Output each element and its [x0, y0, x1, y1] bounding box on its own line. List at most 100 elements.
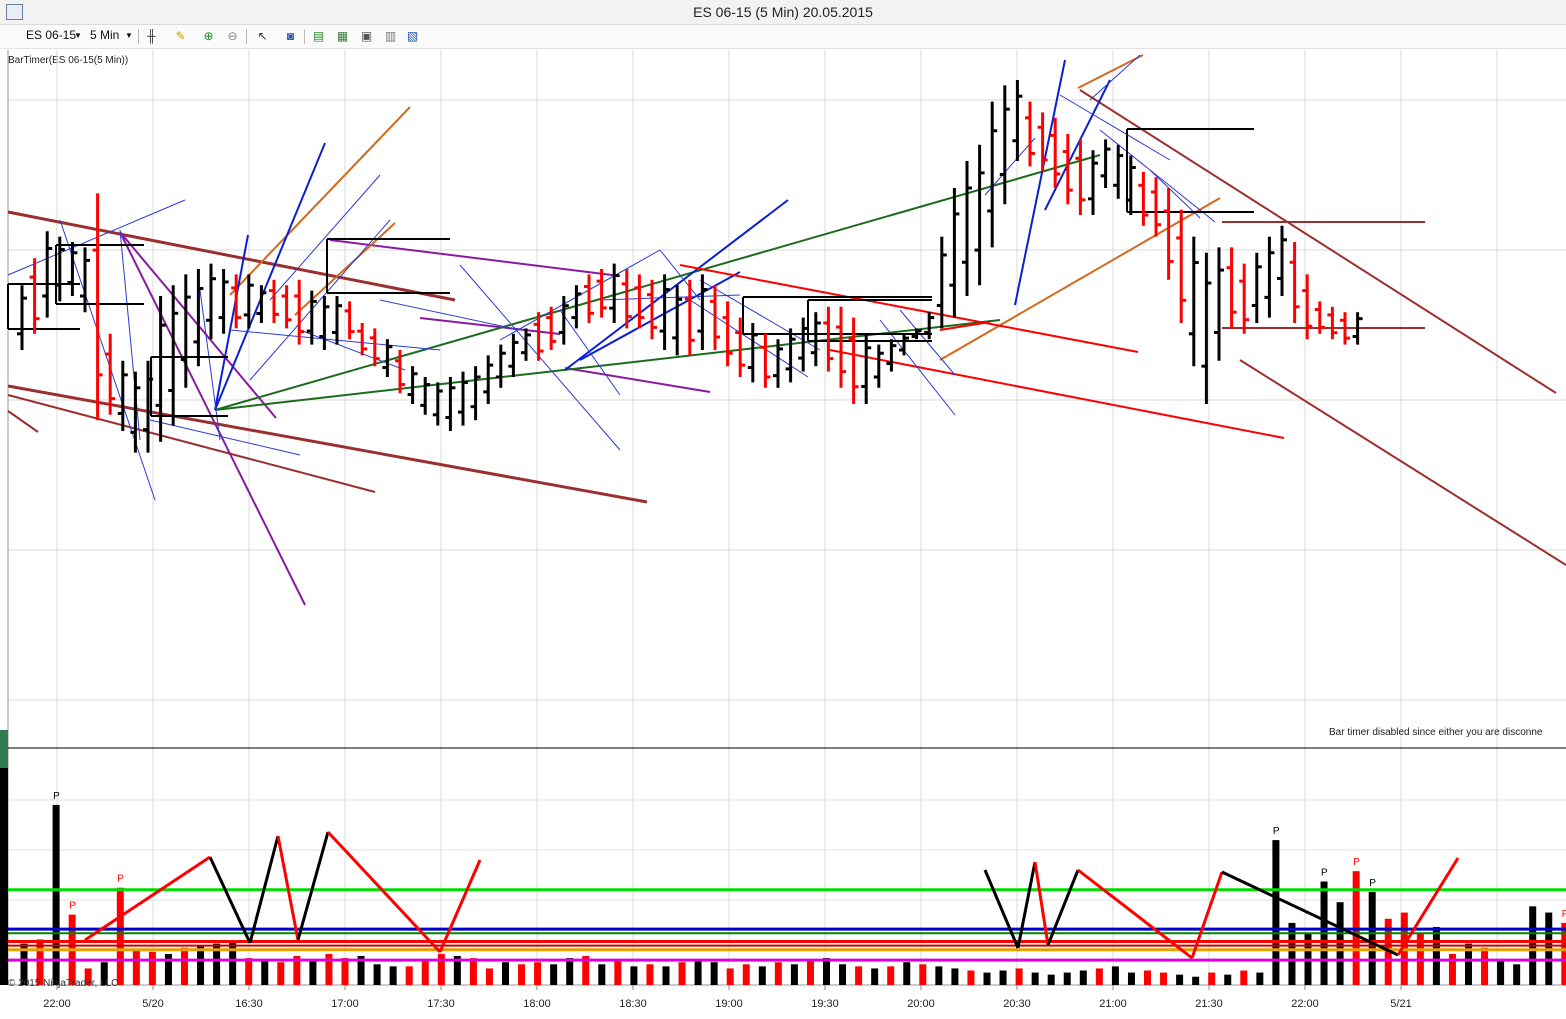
zigzag-segment: [84, 855, 211, 942]
pencil-icon[interactable]: ✎: [175, 29, 186, 43]
time-axis-label: 20:30: [1003, 998, 1031, 1010]
panel-edge-marker: [0, 730, 8, 768]
zigzag-segment: [1396, 857, 1460, 956]
volume-bar: [758, 966, 766, 985]
time-axis-label: 18:00: [523, 998, 551, 1010]
trend-line-thin: [899, 309, 956, 376]
chevron-down-icon[interactable]: ▼: [74, 31, 82, 40]
volume-zigzag: [84, 830, 1460, 960]
indicators-icon[interactable]: ▦: [336, 29, 349, 43]
volume-bar: [630, 966, 638, 985]
data-box-icon[interactable]: ▤: [312, 29, 325, 43]
volume-bar: [726, 968, 734, 985]
volume-bar: [774, 962, 782, 985]
trend-line-thin: [1089, 54, 1141, 101]
volume-bar: [790, 964, 798, 985]
time-axis-label: 5/21: [1390, 998, 1411, 1010]
volume-bar: [935, 966, 943, 985]
time-axis-label: 16:30: [235, 998, 263, 1010]
trend-line-blue: [579, 271, 741, 361]
volume-bar: [582, 956, 590, 985]
volume-bar: [1208, 972, 1216, 985]
zoom-out-icon[interactable]: ⊖: [227, 29, 238, 43]
volume-bar: [469, 958, 477, 985]
volume-bar: [100, 962, 108, 985]
zigzag-segment: [1046, 869, 1080, 946]
zigzag-segment: [1221, 870, 1399, 957]
time-axis-label: 22:00: [1291, 998, 1319, 1010]
volume-bar: [598, 964, 606, 985]
zoom-in-icon[interactable]: ⊕: [203, 29, 214, 43]
trend-line-thin: [249, 219, 391, 381]
trend-line-purple: [419, 317, 561, 335]
interval-selector[interactable]: 5 Min: [90, 28, 120, 42]
volume-bar: [261, 960, 269, 985]
volume-bar: [132, 949, 140, 985]
cursor-icon[interactable]: ↖: [257, 29, 268, 43]
trend-line-red: [679, 264, 1139, 353]
volume-bar: [485, 968, 493, 985]
volume-levels: [8, 888, 1566, 962]
volume-bar: [871, 968, 879, 985]
chart-trader-icon[interactable]: ▧: [406, 29, 419, 43]
zigzag-segment: [1190, 871, 1224, 959]
volume-bar: [806, 960, 814, 985]
trend-line-orange: [1077, 54, 1144, 89]
volume-bar: [1192, 976, 1200, 985]
trend-line-thin: [299, 329, 406, 371]
volume-bar: [662, 966, 670, 985]
instrument-selector[interactable]: ES 06-15: [26, 28, 77, 42]
properties-icon[interactable]: ▥: [384, 29, 397, 43]
trend-line-thin: [59, 219, 156, 501]
volume-bar: [951, 968, 959, 985]
magnifier-icon[interactable]: ◙: [286, 29, 295, 43]
zigzag-segment: [296, 831, 330, 941]
bar-style-icon[interactable]: ╫: [147, 29, 156, 43]
volume-bar: [197, 945, 205, 985]
trend-line-brown: [1239, 359, 1566, 566]
volume-bar: [325, 953, 333, 985]
volume-bar: [1272, 840, 1280, 985]
chart-grid: [0, 50, 1566, 986]
trend-line-red: [939, 321, 991, 331]
trend-line-brown: [7, 410, 39, 433]
volume-bar: [1497, 960, 1505, 985]
copyright-notice: © 2015 NinjaTrader, LLC: [8, 978, 119, 989]
trend-line-thin: [599, 294, 741, 301]
volume-bar: [1465, 943, 1472, 985]
volume-bar: [1015, 968, 1023, 985]
zigzag-segment: [276, 835, 300, 941]
chart-app-icon: [6, 4, 23, 20]
zigzag-segment: [1077, 868, 1193, 960]
trend-line-brown: [7, 384, 648, 504]
volume-bar: [164, 953, 172, 985]
trend-line-purple: [329, 239, 621, 277]
trend-line-purple: [119, 231, 306, 606]
volume-bar: [694, 960, 702, 985]
volume-bar: [389, 966, 397, 985]
trend-line-thin: [1149, 169, 1201, 219]
chevron-down-icon[interactable]: ▼: [125, 31, 133, 40]
volume-bar: [1144, 970, 1151, 985]
volume-bar: [983, 972, 991, 985]
volume-bar: [148, 951, 156, 985]
volume-bar: [823, 958, 830, 985]
time-axis-label: 17:30: [427, 998, 455, 1010]
time-axis-label: 17:00: [331, 998, 359, 1010]
volume-bar: [903, 962, 911, 985]
volume-bar: [1448, 953, 1456, 985]
volume-bar: [357, 956, 365, 985]
trend-line-thin: [559, 309, 621, 396]
volume-bar: [437, 953, 445, 985]
volume-bar: [1176, 974, 1184, 985]
volume-bar: [502, 962, 509, 985]
trend-line-thin: [659, 249, 701, 301]
zigzag-segment: [326, 830, 442, 954]
volume-bar: [999, 970, 1007, 985]
volume-bar: [1127, 972, 1135, 985]
zigzag-segment: [1033, 861, 1050, 946]
toolbar: ES 06-15 ▼ 5 Min ▼ ╫ ✎ ⊕ ⊖ ↖ ◙ ▤ ▦ ▣ ▥ ▧: [0, 25, 1566, 49]
strategies-icon[interactable]: ▣: [360, 29, 373, 43]
volume-bar: [213, 943, 221, 985]
